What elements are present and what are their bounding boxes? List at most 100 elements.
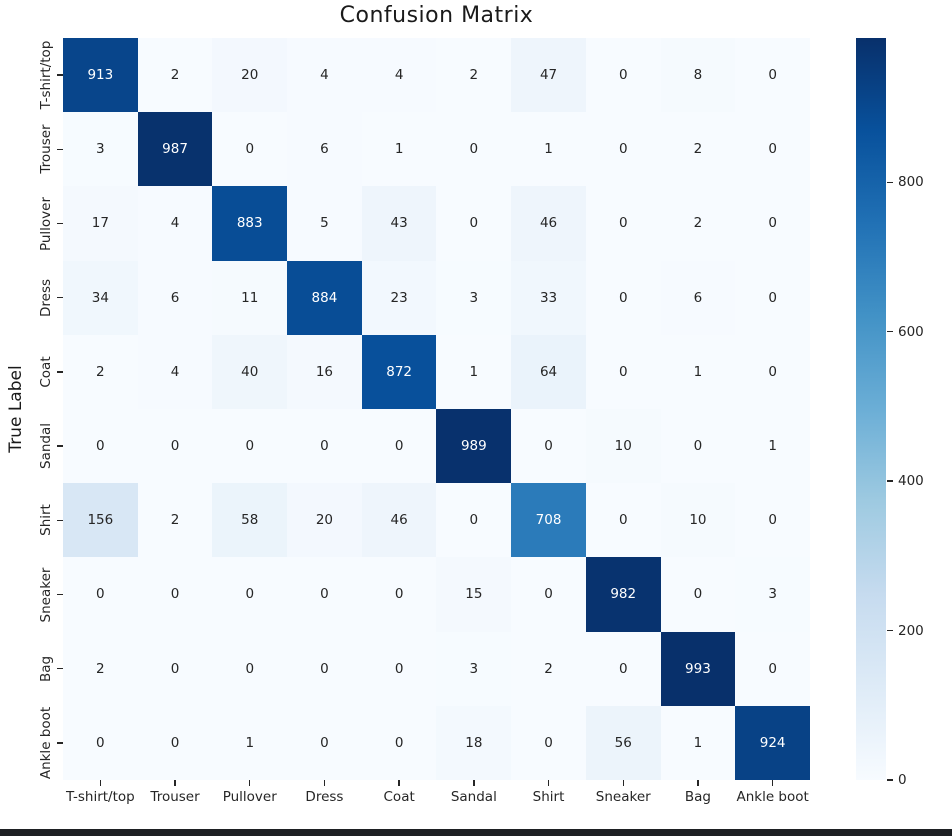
heatmap-cell: 0 [585, 483, 661, 558]
colorbar-tick-mark [887, 480, 893, 482]
heatmap-cell: 0 [585, 260, 661, 335]
colorbar-tick-mark [887, 779, 893, 781]
y-tick-mark [57, 593, 63, 596]
heatmap-cell: 2 [63, 334, 138, 409]
heatmap-cell: 0 [511, 557, 586, 632]
heatmap-cell: 1 [660, 334, 736, 409]
y-tick-label: Sneaker [38, 567, 54, 622]
y-tick-label: Coat [38, 356, 54, 388]
heatmap-cell: 989 [436, 408, 512, 484]
colorbar-tick-mark [887, 629, 893, 632]
heatmap-cell: 1 [735, 408, 810, 484]
heatmap-cell: 0 [436, 112, 512, 187]
heatmap-cell: 5 [287, 186, 362, 261]
heatmap-cell: 4 [137, 334, 213, 409]
y-tick-label: Pullover [38, 196, 54, 251]
x-tick-mark [249, 780, 251, 786]
y-tick-mark [57, 668, 63, 670]
heatmap-cell: 982 [585, 557, 661, 632]
heatmap-cell: 884 [287, 260, 362, 335]
heatmap-cell: 46 [361, 483, 437, 558]
heatmap-cell: 23 [361, 260, 437, 335]
heatmap-cell: 16 [287, 334, 362, 409]
heatmap-cell: 708 [511, 483, 586, 558]
y-tick-mark [57, 297, 63, 299]
x-tick-label: Sandal [450, 789, 497, 805]
heatmap-cell: 913 [63, 38, 138, 113]
heatmap-cell: 0 [63, 705, 138, 780]
heatmap-cell: 0 [735, 38, 810, 113]
heatmap-cell: 11 [212, 260, 288, 335]
x-tick-mark [473, 780, 475, 786]
heatmap-cell: 58 [212, 483, 288, 558]
y-tick-label: T-shirt/top [38, 40, 54, 110]
y-tick-label: Bag [38, 655, 54, 682]
x-tick-mark [99, 780, 102, 786]
colorbar-tick-label: 400 [898, 473, 924, 490]
heatmap-cell: 0 [436, 186, 512, 261]
heatmap-cell: 4 [287, 38, 362, 113]
heatmap-cell: 1 [660, 705, 736, 780]
x-tick-label: Trouser [150, 789, 200, 805]
heatmap-cell: 20 [212, 38, 288, 113]
heatmap-cell: 0 [137, 408, 213, 484]
heatmap-cell: 4 [361, 38, 437, 113]
y-tick-mark [57, 742, 63, 744]
heatmap-cell: 3 [436, 631, 512, 706]
heatmap-cell: 0 [436, 483, 512, 558]
heatmap-cell: 2 [137, 483, 213, 558]
heatmap-cell: 0 [585, 38, 661, 113]
x-tick-label: T-shirt/top [65, 789, 135, 805]
heatmap-cell: 0 [585, 112, 661, 187]
y-tick-label: Dress [38, 278, 54, 317]
heatmap-cell: 0 [585, 631, 661, 706]
heatmap-cell: 3 [63, 112, 138, 187]
heatmap-cell: 18 [436, 705, 512, 780]
x-tick-mark [697, 780, 699, 786]
heatmap-cell: 8 [660, 38, 736, 113]
heatmap-cell: 6 [287, 112, 362, 187]
heatmap-cell: 0 [361, 705, 437, 780]
heatmap-cell: 0 [735, 334, 810, 409]
heatmap-cell: 10 [660, 483, 736, 558]
heatmap-cell: 1 [436, 334, 512, 409]
heatmap-cell: 3 [436, 260, 512, 335]
heatmap-cell: 20 [287, 483, 362, 558]
heatmap-cell: 4 [137, 186, 213, 261]
colorbar [856, 38, 886, 780]
heatmap-cell: 0 [137, 631, 213, 706]
heatmap-cell: 0 [735, 112, 810, 187]
x-tick-label: Pullover [222, 789, 277, 805]
heatmap-cell: 883 [212, 186, 288, 261]
heatmap-cell: 0 [212, 557, 288, 632]
heatmap-cell: 0 [137, 557, 213, 632]
x-tick-label: Coat [383, 789, 415, 805]
chart-title: Confusion Matrix [339, 3, 534, 28]
heatmap-cell: 33 [511, 260, 586, 335]
heatmap-cell: 2 [63, 631, 138, 706]
heatmap-cell: 1 [511, 112, 586, 187]
heatmap-cell: 46 [511, 186, 586, 261]
heatmap-cell: 34 [63, 260, 138, 335]
colorbar-tick-label: 600 [898, 323, 924, 340]
window-edge-strip [0, 829, 952, 836]
heatmap-cell: 0 [63, 557, 138, 632]
heatmap-cell: 40 [212, 334, 288, 409]
heatmap-cell: 0 [735, 631, 810, 706]
heatmap-cell: 10 [585, 408, 661, 484]
colorbar-tick-label: 200 [898, 622, 924, 639]
heatmap-cell: 993 [660, 631, 736, 706]
x-tick-mark [323, 780, 326, 786]
colorbar-tick-label: 0 [898, 772, 907, 788]
heatmap-cell: 0 [212, 631, 288, 706]
heatmap-cell: 2 [511, 631, 586, 706]
heatmap-cell: 0 [511, 408, 586, 484]
colorbar-tick-mark [887, 330, 893, 333]
y-tick-mark [57, 74, 63, 76]
heatmap-cell: 0 [287, 631, 362, 706]
y-tick-label: Sandal [38, 423, 54, 470]
x-tick-label: Shirt [532, 789, 565, 805]
heatmap-cell: 2 [660, 112, 736, 187]
heatmap-cell: 0 [212, 112, 288, 187]
y-tick-mark [57, 148, 63, 150]
